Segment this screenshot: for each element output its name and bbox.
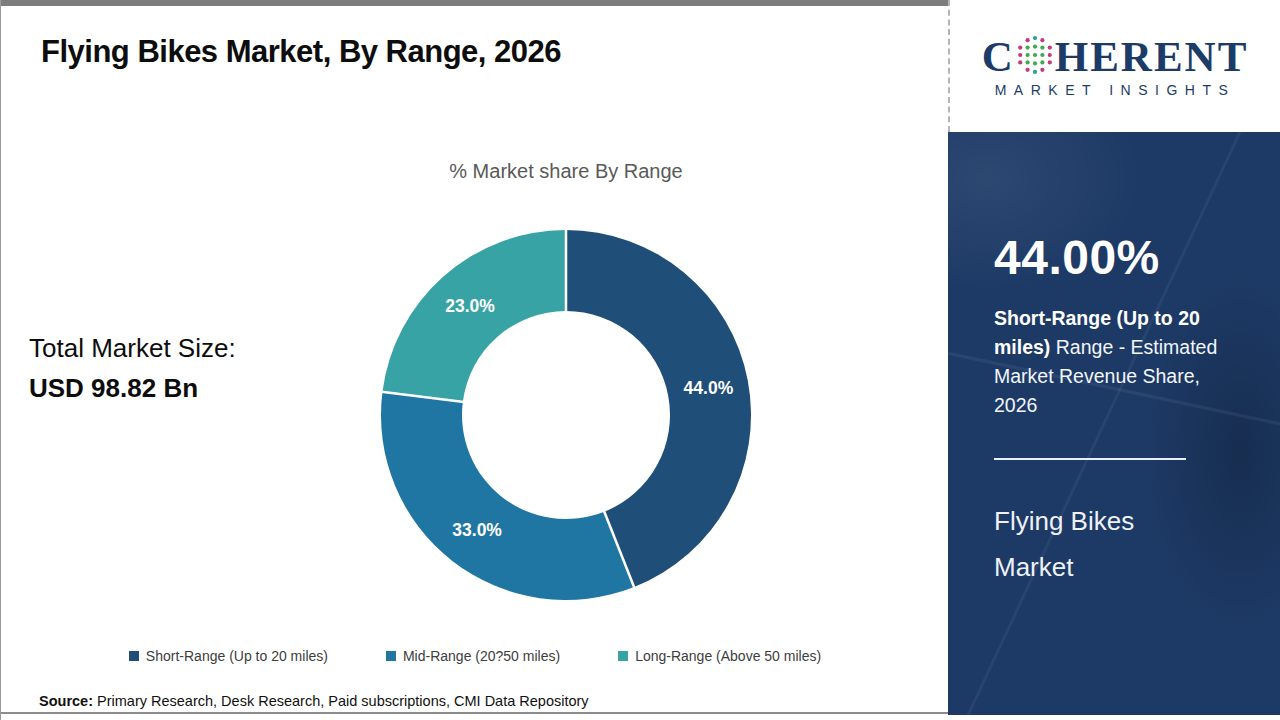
legend-label: Mid-Range (20?50 miles) bbox=[403, 648, 560, 664]
logo-letter-c: C bbox=[982, 35, 1015, 78]
logo-letters-herent: HERENT bbox=[1055, 35, 1249, 78]
source-label: Source: bbox=[39, 693, 93, 709]
legend-item: Short-Range (Up to 20 miles) bbox=[129, 648, 328, 664]
highlight-percentage: 44.00% bbox=[994, 230, 1160, 285]
total-market-size-value: USD 98.82 Bn bbox=[29, 368, 236, 408]
source-line: Source: Primary Research, Desk Research,… bbox=[39, 693, 589, 709]
donut-slice bbox=[381, 392, 634, 600]
sidebar-market-title: Flying Bikes Market bbox=[994, 498, 1134, 590]
legend-label: Short-Range (Up to 20 miles) bbox=[146, 648, 328, 664]
logo-subtitle: MARKET INSIGHTS bbox=[995, 82, 1236, 98]
highlight-sidebar: 44.00% Short-Range (Up to 20 miles) Rang… bbox=[948, 132, 1280, 715]
total-market-size-label: Total Market Size: bbox=[29, 328, 236, 368]
page-title: Flying Bikes Market, By Range, 2026 bbox=[41, 34, 561, 70]
legend-item: Long-Range (Above 50 miles) bbox=[618, 648, 821, 664]
sidebar-market-title-line1: Flying Bikes bbox=[994, 498, 1134, 544]
sidebar-divider-line bbox=[994, 458, 1186, 460]
highlight-description: Short-Range (Up to 20 miles) Range - Est… bbox=[994, 304, 1242, 420]
sidebar-market-title-line2: Market bbox=[994, 544, 1134, 590]
coherent-logo: C HERENT MARKET INSIGHTS bbox=[948, 0, 1280, 132]
chart-title: % Market share By Range bbox=[331, 160, 801, 183]
total-market-size: Total Market Size: USD 98.82 Bn bbox=[29, 328, 236, 408]
slice-label: 23.0% bbox=[445, 296, 495, 316]
right-column: C HERENT MARKET INSIGHTS 44.00% Short-Ra… bbox=[948, 0, 1280, 720]
slice-label: 33.0% bbox=[452, 520, 502, 540]
coherent-wordmark: C HERENT bbox=[982, 35, 1249, 78]
legend-swatch-icon bbox=[129, 651, 139, 661]
legend-label: Long-Range (Above 50 miles) bbox=[635, 648, 821, 664]
chart-legend: Short-Range (Up to 20 miles) Mid-Range (2… bbox=[1, 648, 949, 664]
report-main-panel: Flying Bikes Market, By Range, 2026 % Ma… bbox=[0, 0, 948, 720]
donut-chart: 44.0% 33.0% 23.0% bbox=[371, 220, 761, 610]
legend-swatch-icon bbox=[618, 651, 628, 661]
coherent-globe-icon bbox=[1016, 36, 1054, 74]
top-divider-bar bbox=[1, 0, 949, 6]
slice-label: 44.0% bbox=[684, 378, 734, 398]
legend-swatch-icon bbox=[386, 651, 396, 661]
donut-chart-svg: 44.0% 33.0% 23.0% bbox=[371, 220, 761, 610]
source-text: Primary Research, Desk Research, Paid su… bbox=[93, 693, 589, 709]
legend-item: Mid-Range (20?50 miles) bbox=[386, 648, 560, 664]
